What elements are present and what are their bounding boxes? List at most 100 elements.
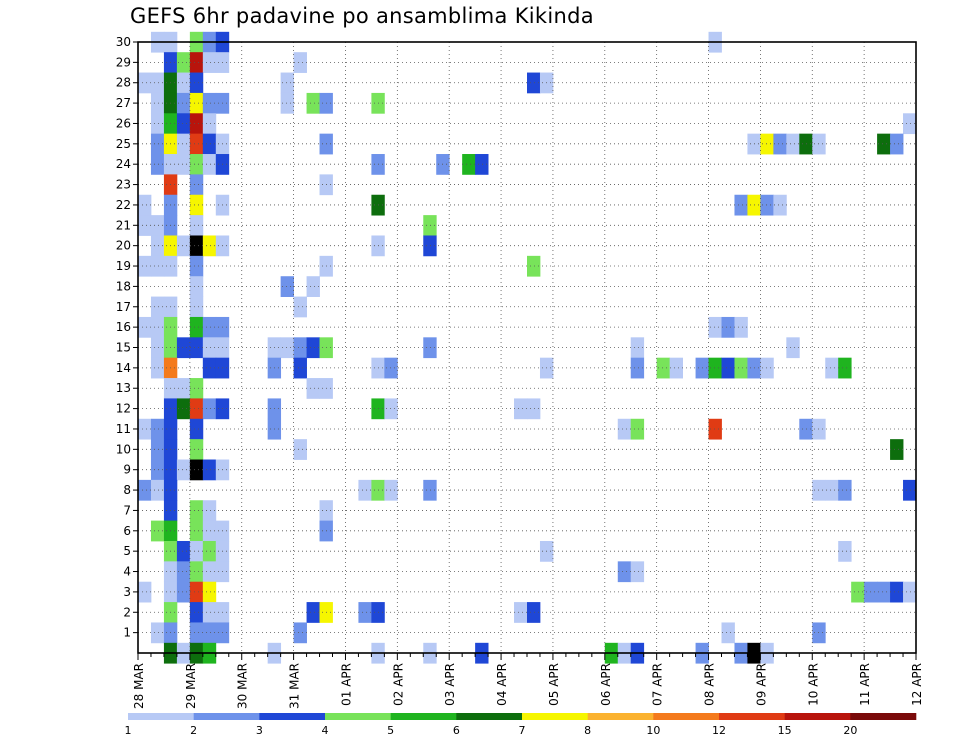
heatmap-cell	[786, 337, 800, 359]
y-tick-label: 7	[123, 503, 131, 517]
colorbar-swatch	[850, 713, 917, 720]
colorbar-label: 20	[843, 724, 857, 737]
x-tick-label: 28 MAR	[132, 663, 146, 709]
heatmap-cell	[293, 622, 307, 644]
heatmap-cell	[189, 133, 204, 155]
heatmap-cell	[189, 52, 204, 73]
heatmap-cell	[890, 133, 904, 155]
y-tick-label: 3	[123, 585, 131, 599]
colorbar-label: 12	[712, 724, 726, 737]
y-tick-label: 11	[116, 422, 131, 436]
heatmap-cell	[890, 581, 904, 603]
heatmap-cell	[202, 92, 217, 114]
heatmap-cell	[734, 357, 748, 379]
heatmap-cell	[176, 378, 191, 399]
heatmap-cell	[176, 154, 191, 175]
heatmap-cell	[189, 337, 204, 359]
y-tick-label: 26	[116, 116, 131, 130]
heatmap-cell	[423, 215, 437, 236]
heatmap-cell	[176, 52, 191, 73]
y-tick-label: 22	[116, 198, 131, 212]
heatmap-cell	[176, 581, 191, 603]
heatmap-cell	[176, 398, 191, 420]
y-tick-label: 20	[116, 239, 131, 253]
heatmap-cell	[150, 337, 165, 359]
heatmap-cell	[617, 418, 632, 440]
heatmap-cell	[189, 459, 204, 481]
heatmap-cell	[138, 316, 152, 338]
x-tick-label: 02 APR	[391, 663, 405, 706]
heatmap-cell	[150, 72, 165, 94]
heatmap-cell	[138, 194, 152, 216]
heatmap-cell	[617, 561, 632, 583]
heatmap-cell	[189, 276, 204, 297]
y-tick-label: 17	[116, 300, 131, 314]
heatmap-cell	[150, 418, 165, 440]
heatmap-cell	[150, 215, 165, 236]
y-tick-label: 5	[123, 544, 131, 558]
heatmap-cell	[202, 459, 217, 481]
heatmap-cell	[903, 479, 917, 501]
heatmap-cell	[760, 357, 774, 379]
heatmap-cell	[189, 72, 204, 94]
heatmap-cell	[150, 357, 165, 379]
heatmap-cell	[138, 581, 152, 603]
heatmap-cell	[630, 418, 645, 440]
heatmap-cell	[150, 622, 165, 644]
colorbar-label: 6	[453, 724, 460, 737]
y-tick-label: 15	[116, 341, 131, 355]
heatmap-cell	[202, 398, 217, 420]
y-axis: 1234567891011121314151617181920212223242…	[116, 35, 138, 640]
colorbar-swatch	[456, 713, 523, 720]
y-tick-label: 10	[116, 442, 131, 456]
heatmap-cell	[189, 398, 204, 420]
heatmap-cell	[838, 479, 852, 501]
heatmap-cell	[189, 540, 204, 562]
heatmap-cell	[150, 520, 165, 542]
heatmap-cell	[176, 540, 191, 562]
x-tick-label: 31 MAR	[288, 663, 302, 709]
heatmap-cell	[280, 92, 294, 114]
heatmap-cell	[630, 561, 645, 583]
heatmap-cell	[527, 255, 541, 277]
heatmap-cell	[138, 72, 152, 94]
colorbar-label: 7	[519, 724, 526, 737]
colorbar-swatch	[653, 713, 720, 720]
colorbar-label: 4	[322, 724, 329, 737]
heatmap-cell	[877, 581, 891, 603]
x-tick-label: 12 APR	[910, 663, 924, 706]
grid-layer	[138, 41, 916, 653]
heatmap-cell	[150, 235, 165, 257]
heatmap-cell	[189, 255, 204, 277]
colorbar-label: 2	[190, 724, 197, 737]
heatmap-cell	[176, 113, 191, 135]
colorbar-label: 8	[584, 724, 591, 737]
heatmap-cell	[189, 316, 204, 338]
colorbar-label: 15	[778, 724, 792, 737]
heatmap-cell	[903, 581, 917, 603]
heatmap-cell	[150, 92, 165, 114]
heatmap-cell	[773, 133, 787, 155]
heatmap-cell	[527, 602, 541, 623]
heatmap-cell	[630, 337, 645, 359]
heatmap-cell	[890, 439, 904, 460]
heatmap-cell	[306, 92, 320, 114]
y-tick-label: 9	[123, 463, 131, 477]
heatmap-cell	[202, 316, 217, 338]
chart-title: GEFS 6hr padavine po ansamblima Kikinda	[130, 4, 594, 28]
heatmap-cell	[189, 215, 204, 236]
heatmap-cell	[514, 398, 528, 420]
colorbar-label: 10	[646, 724, 660, 737]
y-tick-label: 23	[116, 178, 131, 192]
heatmap-cell	[734, 316, 748, 338]
x-axis: 28 MAR 29 MAR 30 MAR 31 MAR 01 APR 02 APR 03 A…	[132, 653, 924, 709]
heatmap-cell	[176, 92, 191, 114]
y-tick-label: 21	[116, 218, 131, 232]
heatmap-cell	[721, 316, 735, 338]
heatmap-cell	[202, 52, 217, 73]
x-tick-label: 04 APR	[495, 663, 509, 706]
heatmap-cell	[384, 398, 398, 420]
heatmap-cell	[202, 337, 217, 359]
x-tick-label: 03 APR	[443, 663, 457, 706]
heatmap-cell	[527, 72, 541, 94]
